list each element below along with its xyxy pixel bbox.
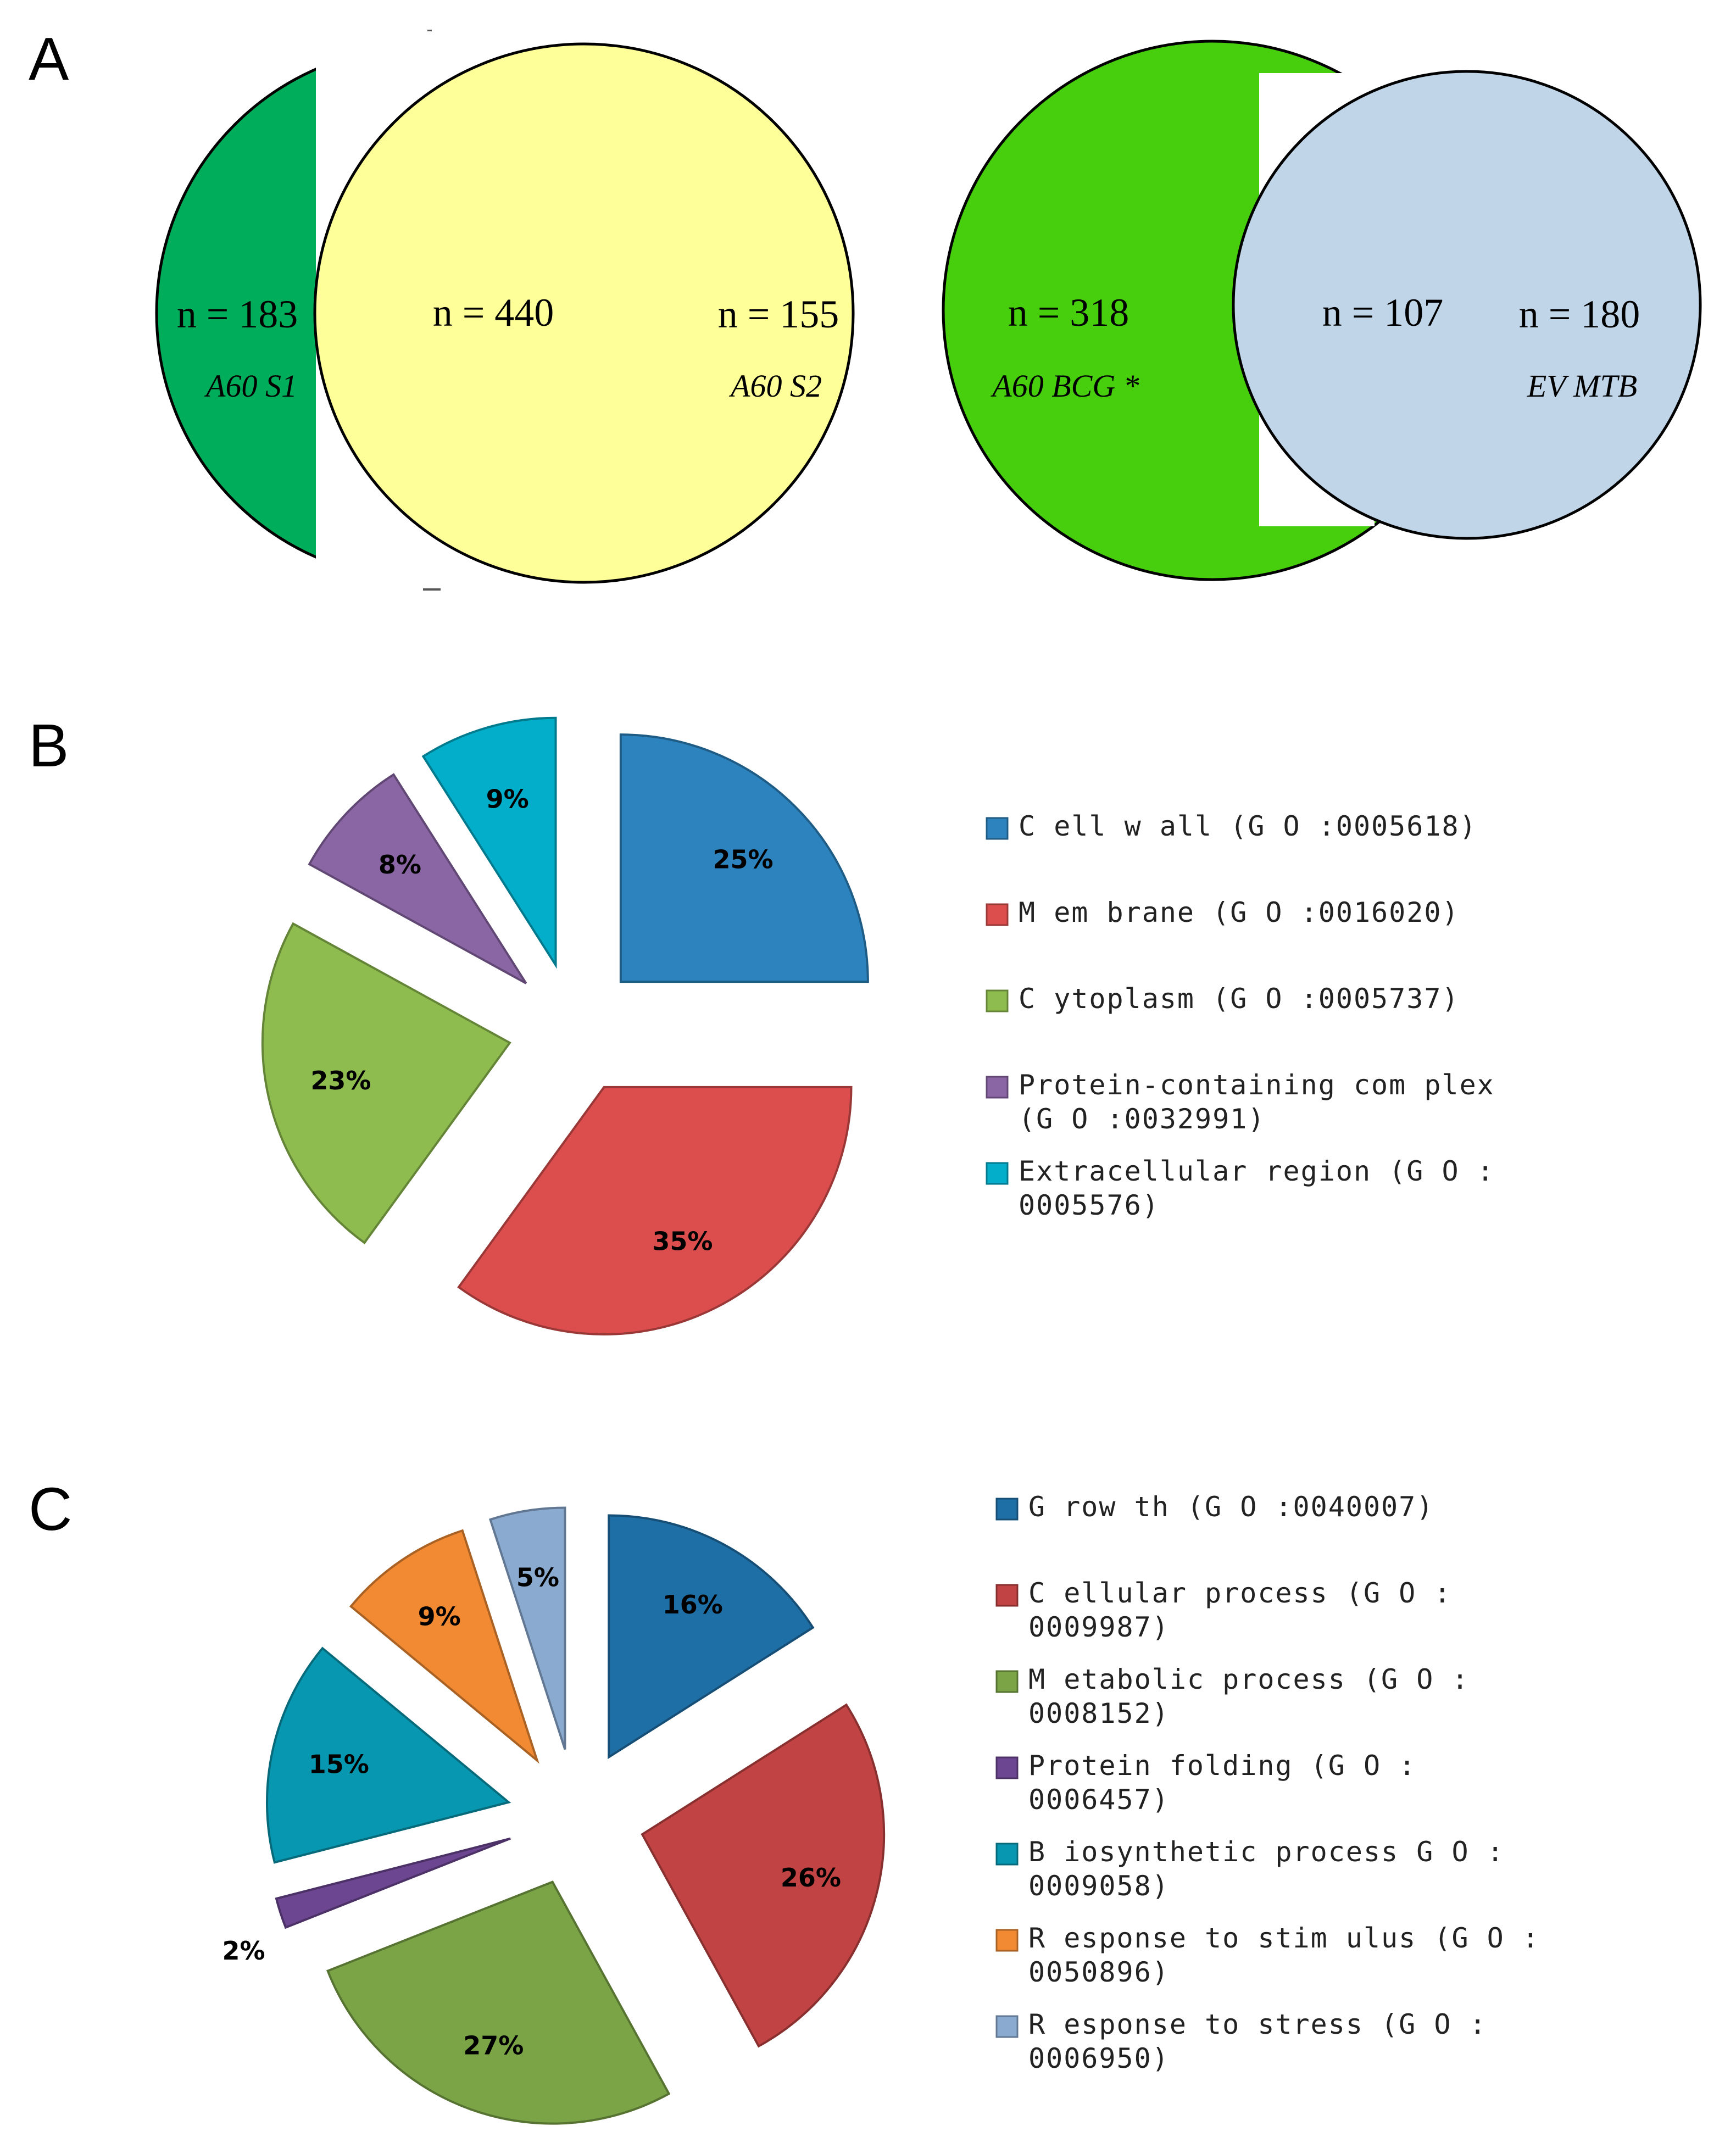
pie-chart-cellular-component: 25% 35% 23% 8% 9% bbox=[261, 716, 869, 1335]
legend-swatch-metabolic-process-go-0008152 bbox=[995, 1670, 1019, 1693]
pie-slice-response-to-stress-go-0006950 bbox=[488, 1506, 566, 1750]
legend-label-biosynthetic-process-go-0009058: B iosynthetic process G O : bbox=[1028, 1836, 1505, 1868]
legend-label-response-to-stimulus-go-0050896: 0050896) bbox=[1028, 1956, 1170, 1988]
pie-slice-metabolic-process-go-0008152 bbox=[326, 1880, 671, 2125]
panel-label-c: C bbox=[29, 1476, 72, 1543]
legend-label-biosynthetic-process-go-0009058: 0009058) bbox=[1028, 1870, 1170, 1902]
pie-slice-cellular-process-go-0009987 bbox=[641, 1703, 886, 2048]
venn2-right-name: EV MTB bbox=[1527, 368, 1637, 404]
pie-slice-extracellular-region-go-0005576 bbox=[421, 716, 557, 969]
legend-label-response-to-stimulus-go-0050896: R esponse to stim ulus (G O : bbox=[1028, 1922, 1540, 1954]
legend-label-metabolic-process-go-0008152: 0008152) bbox=[1028, 1698, 1170, 1729]
legend-label-protein-folding-go-0006457: 0006457) bbox=[1028, 1784, 1170, 1816]
pie-label-extracellular-region-go-0005576: 9% bbox=[486, 784, 529, 814]
legend-label-response-to-stress-go-0006950: R esponse to stress (G O : bbox=[1028, 2008, 1487, 2040]
venn1-right-name: A60 S2 bbox=[728, 368, 822, 404]
pie-slice-cell-wall-go-0005618 bbox=[619, 733, 869, 983]
venn2-right-count: n = 180 bbox=[1519, 292, 1640, 336]
legend-biological-process: G row th (G O :0040007) C ellular process… bbox=[995, 1491, 1540, 2074]
legend-label-extracellular-region-go-0005576: Extracellular region (G O : bbox=[1019, 1155, 1495, 1187]
legend-swatch-cytoplasm-go-0005737 bbox=[986, 989, 1009, 1012]
pie-label-response-to-stress-go-0006950: 5% bbox=[516, 1563, 559, 1593]
pie-slice-protein-folding-go-0006457 bbox=[275, 1837, 511, 1929]
venn1-overlap-count: n = 440 bbox=[433, 291, 554, 335]
legend-label-extracellular-region-go-0005576: 0005576) bbox=[1019, 1189, 1160, 1221]
pie-label-metabolic-process-go-0008152: 27% bbox=[463, 2031, 524, 2061]
pie-label-protein-containing-complex-go-0032991: 8% bbox=[379, 850, 421, 880]
pie-chart-biological-process: 16% 26% 27% 2% 15% 9% 5% bbox=[222, 1506, 886, 2125]
venn1-right-set bbox=[313, 42, 855, 584]
venn1-tick-bottom bbox=[423, 588, 441, 591]
pie-label-cytoplasm-go-0005737: 23% bbox=[310, 1066, 371, 1095]
pie-slice-membrane-go-0016020 bbox=[457, 1086, 853, 1335]
legend-label-protein-containing-complex-go-0032991: Protein-containing com plex bbox=[1019, 1069, 1495, 1101]
pie-label-cellular-process-go-0009987: 26% bbox=[781, 1863, 841, 1893]
legend-label-membrane-go-0016020: M em brane (G O :0016020) bbox=[1019, 897, 1460, 928]
pie-label-cell-wall-go-0005618: 25% bbox=[713, 844, 774, 874]
pie-label-growth-go-0040007: 16% bbox=[663, 1590, 723, 1620]
venn1-left-set bbox=[155, 68, 316, 559]
venn2-right-set bbox=[1232, 70, 1702, 540]
venn1-tick-top bbox=[427, 30, 432, 31]
pie-label-response-to-stimulus-go-0050896: 9% bbox=[418, 1602, 461, 1632]
venn-diagram-2: n = 318 A60 BCG * n = 107 n = 180 EV MTB bbox=[942, 40, 1702, 581]
pie-label-biosynthetic-process-go-0009058: 15% bbox=[309, 1750, 369, 1779]
venn1-left-name: A60 S1 bbox=[204, 368, 297, 404]
legend-swatch-membrane-go-0016020 bbox=[986, 903, 1009, 926]
legend-swatch-response-to-stress-go-0006950 bbox=[995, 2015, 1019, 2038]
legend-swatch-growth-go-0040007 bbox=[995, 1498, 1019, 1521]
pie-slice-cytoplasm-go-0005737 bbox=[261, 922, 511, 1245]
legend-label-response-to-stress-go-0006950: 0006950) bbox=[1028, 2043, 1170, 2074]
legend-label-metabolic-process-go-0008152: M etabolic process (G O : bbox=[1028, 1663, 1470, 1695]
legend-label-protein-folding-go-0006457: Protein folding (G O : bbox=[1028, 1750, 1416, 1782]
legend-label-cell-wall-go-0005618: C ell w all (G O :0005618) bbox=[1019, 810, 1477, 842]
legend-label-cellular-process-go-0009987: C ellular process (G O : bbox=[1028, 1577, 1451, 1609]
legend-swatch-protein-containing-complex-go-0032991 bbox=[986, 1076, 1009, 1099]
pie-slice-protein-containing-complex-go-0032991 bbox=[308, 773, 527, 984]
pie-slice-biosynthetic-process-go-0009058 bbox=[266, 1646, 511, 1864]
panel-label-a: A bbox=[29, 25, 69, 93]
legend-label-growth-go-0040007: G row th (G O :0040007) bbox=[1028, 1491, 1434, 1523]
legend-label-cellular-process-go-0009987: 0009987) bbox=[1028, 1611, 1170, 1643]
legend-swatch-extracellular-region-go-0005576 bbox=[986, 1162, 1009, 1185]
panel-label-b: B bbox=[29, 712, 69, 780]
legend-swatch-response-to-stimulus-go-0050896 bbox=[995, 1929, 1019, 1952]
legend-label-protein-containing-complex-go-0032991: (G O :0032991) bbox=[1019, 1103, 1265, 1135]
venn2-left-count: n = 318 bbox=[1008, 291, 1129, 335]
venn2-overlap-count: n = 107 bbox=[1322, 291, 1444, 335]
legend-label-cytoplasm-go-0005737: C ytoplasm (G O :0005737) bbox=[1019, 983, 1460, 1015]
pie-slice-response-to-stimulus-go-0050896 bbox=[349, 1529, 539, 1764]
legend-cellular-component: C ell w all (G O :0005618) M em brane (G … bbox=[986, 810, 1495, 1221]
venn1-right-count: n = 155 bbox=[718, 292, 839, 336]
venn-diagram-1: n = 183 A60 S1 n = 440 n = 155 A60 S2 bbox=[155, 30, 855, 591]
pie-label-protein-folding-go-0006457: 2% bbox=[222, 1936, 265, 1966]
legend-swatch-cellular-process-go-0009987 bbox=[995, 1584, 1019, 1607]
venn2-left-name: A60 BCG * bbox=[990, 368, 1139, 404]
pie-label-membrane-go-0016020: 35% bbox=[652, 1227, 713, 1256]
legend-swatch-cell-wall-go-0005618 bbox=[986, 817, 1009, 840]
venn1-left-count: n = 183 bbox=[177, 292, 298, 336]
pie-slice-growth-go-0040007 bbox=[608, 1514, 815, 1760]
legend-swatch-biosynthetic-process-go-0009058 bbox=[995, 1843, 1019, 1866]
legend-swatch-protein-folding-go-0006457 bbox=[995, 1756, 1019, 1779]
